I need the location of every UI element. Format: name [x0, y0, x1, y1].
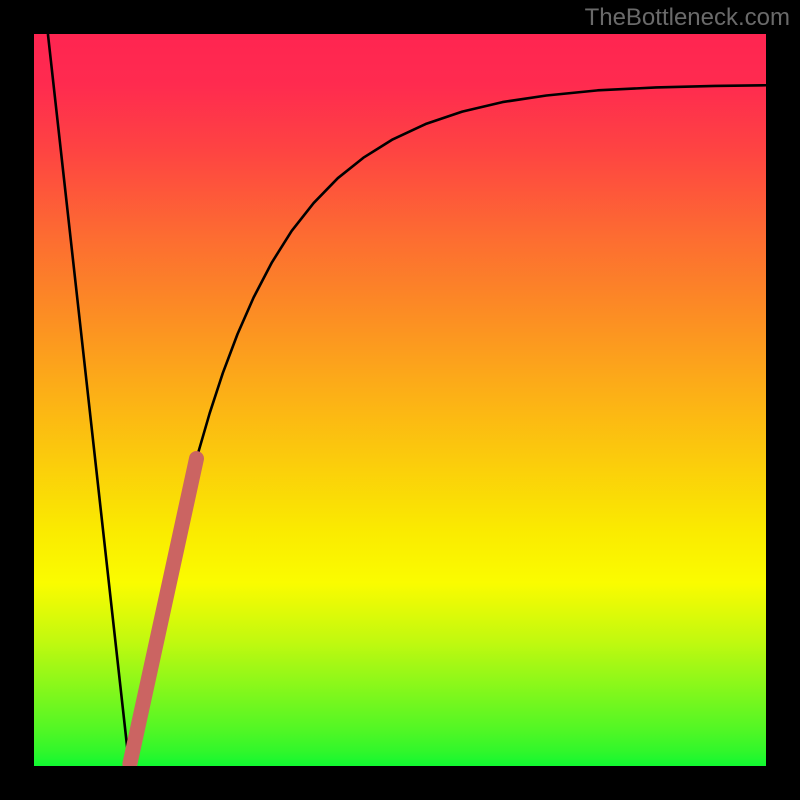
chart-container: TheBottleneck.com	[0, 0, 800, 800]
gradient-background	[34, 34, 766, 766]
watermark-text: TheBottleneck.com	[585, 4, 790, 32]
plot-svg	[34, 34, 766, 766]
plot-area	[34, 34, 766, 766]
